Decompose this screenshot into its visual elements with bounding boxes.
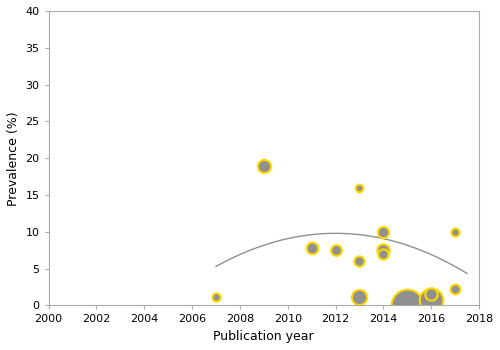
Point [308,245,316,251]
Point [356,294,364,300]
Point [356,259,364,264]
Point [403,302,411,308]
Point [451,286,459,292]
Y-axis label: Prevalence (%): Prevalence (%) [7,111,20,205]
Point [260,163,268,168]
Point [380,229,388,234]
Point [356,185,364,190]
Point [380,251,388,257]
Point [427,297,435,302]
Point [380,247,388,253]
Point [212,294,220,300]
Point [427,292,435,297]
X-axis label: Publication year: Publication year [214,330,314,343]
Point [451,229,459,234]
Point [332,247,340,253]
